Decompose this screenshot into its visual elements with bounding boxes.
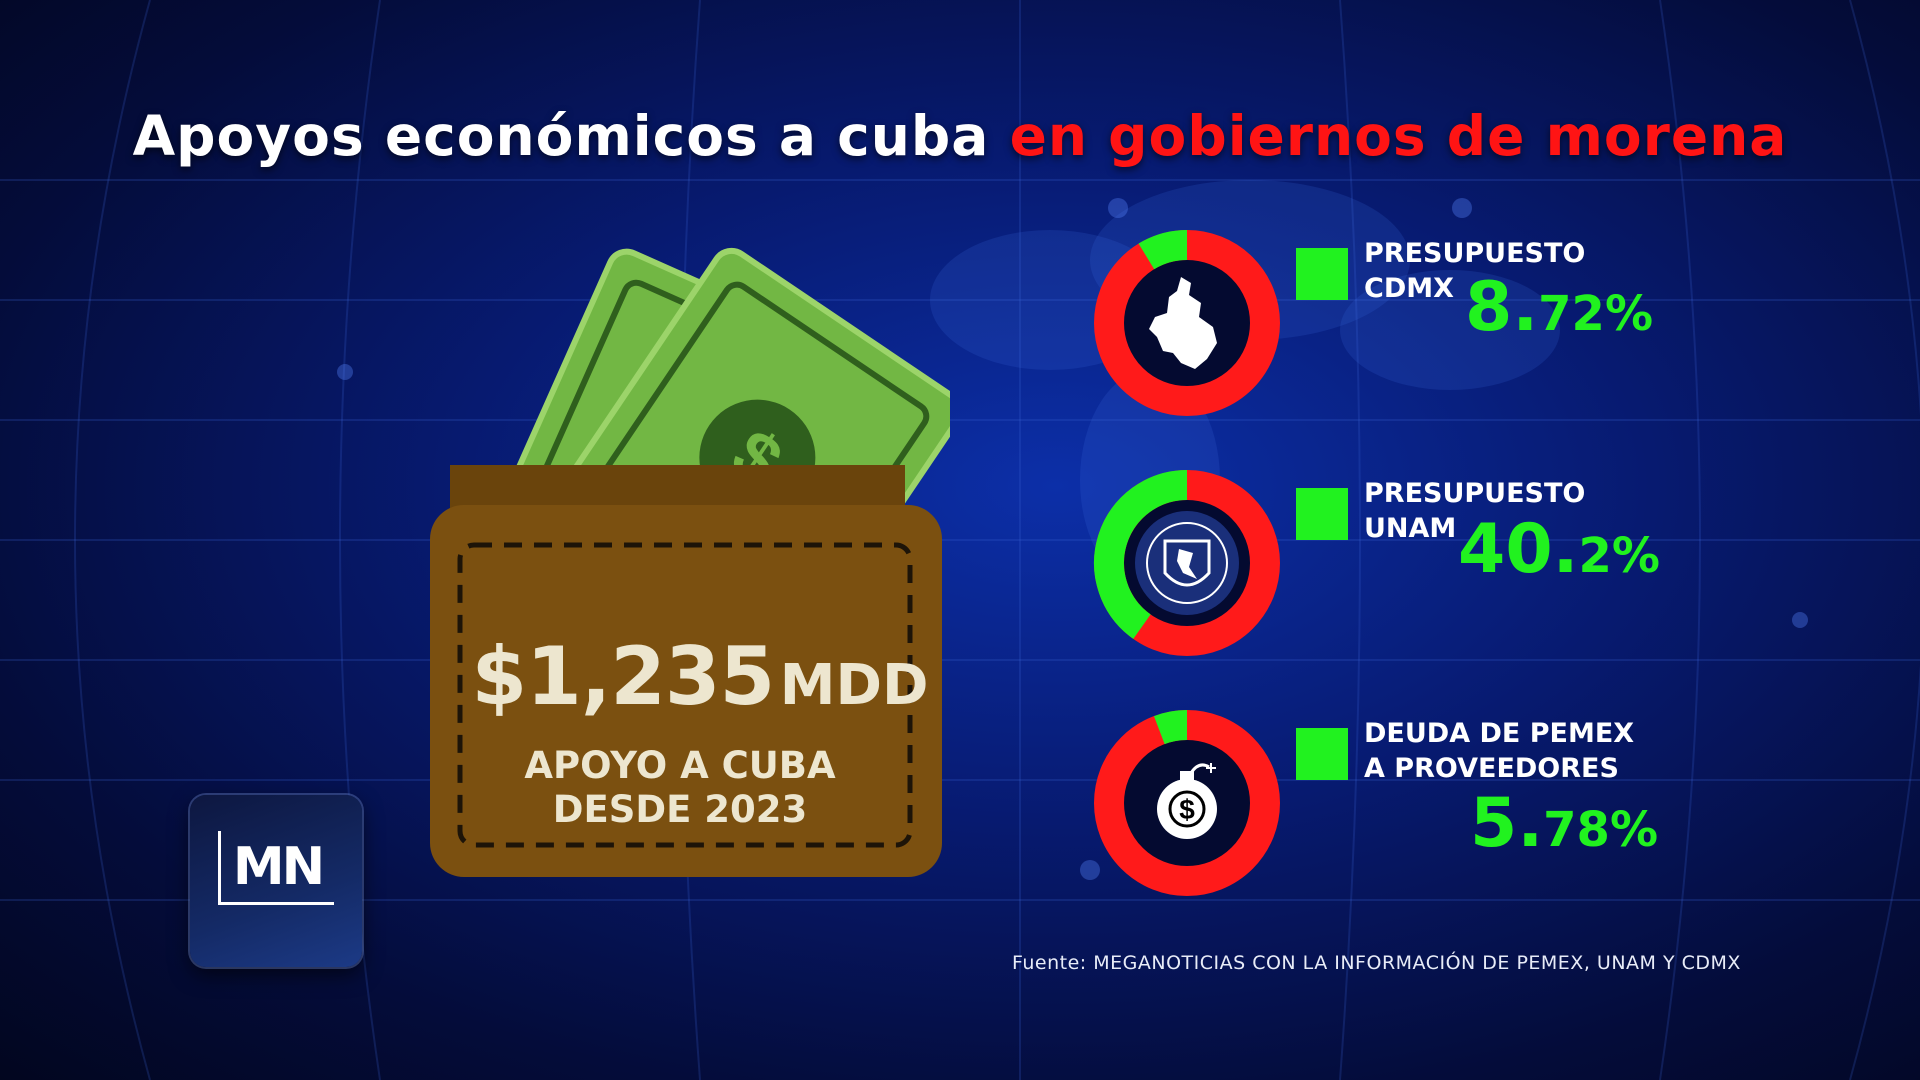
- legend-swatch: [1296, 728, 1348, 780]
- stat-label: PRESUPUESTO CDMX: [1364, 236, 1585, 306]
- stat-value-int: 5.: [1470, 784, 1544, 863]
- unam-seal-icon: [1135, 511, 1239, 615]
- wallet-caption-line1: APOYO A CUBA: [524, 744, 836, 787]
- donut-chart-3: $: [1094, 710, 1280, 896]
- stat-label: PRESUPUESTO UNAM: [1364, 476, 1585, 546]
- stat-value: 40.2%: [1458, 510, 1660, 589]
- stat-label-line2: A PROVEEDORES: [1364, 753, 1619, 784]
- wallet-caption-line2: DESDE 2023: [552, 788, 808, 831]
- logo-text: MN: [218, 831, 334, 905]
- title-part-white: Apoyos económicos a cuba: [132, 104, 990, 168]
- mn-logo: MN: [190, 795, 362, 967]
- stat-label-line1: DEUDA DE PEMEX: [1364, 718, 1635, 749]
- donut-value-slice: [1138, 230, 1188, 270]
- legend-swatch: [1296, 248, 1348, 300]
- stat-value-dec: 2%: [1578, 528, 1660, 584]
- svg-text:$: $: [1179, 794, 1195, 825]
- amount-value: $1,235: [471, 630, 776, 723]
- wallet-caption: APOYO A CUBA DESDE 2023: [450, 744, 910, 832]
- donut-value-slice: [1094, 470, 1188, 639]
- title-part-red: en gobiernos de morena: [1009, 104, 1788, 168]
- stat-value-dec: 72%: [1538, 286, 1654, 342]
- donut-chart-2: [1094, 470, 1280, 656]
- page-title: Apoyos económicos a cuba en gobiernos de…: [0, 104, 1920, 168]
- stat-label-line1: PRESUPUESTO: [1364, 238, 1586, 269]
- donut-chart-1: [1094, 230, 1280, 416]
- amount-unit: MDD: [779, 653, 929, 718]
- stat-label-line1: PRESUPUESTO: [1364, 478, 1586, 509]
- stat-label-line2: CDMX: [1364, 273, 1454, 304]
- money-bomb-icon: $: [1157, 763, 1217, 839]
- stat-value-int: 40.: [1458, 510, 1579, 589]
- legend-swatch: [1296, 488, 1348, 540]
- stat-label: DEUDA DE PEMEX A PROVEEDORES: [1364, 716, 1634, 786]
- stat-value-dec: 78%: [1543, 802, 1659, 858]
- donut-value-slice: [1153, 710, 1188, 745]
- stat-value: 5.78%: [1470, 784, 1658, 863]
- cdmx-map-icon: [1149, 277, 1217, 369]
- wallet-amount: $1,235 MDD: [450, 630, 950, 723]
- stat-label-line2: UNAM: [1364, 513, 1457, 544]
- stat-value: 8.72%: [1465, 268, 1653, 347]
- source-note: Fuente: MEGANOTICIAS CON LA INFORMACIÓN …: [1012, 952, 1741, 974]
- stat-value-int: 8.: [1465, 268, 1539, 347]
- wallet-with-money-icon: $: [430, 247, 950, 877]
